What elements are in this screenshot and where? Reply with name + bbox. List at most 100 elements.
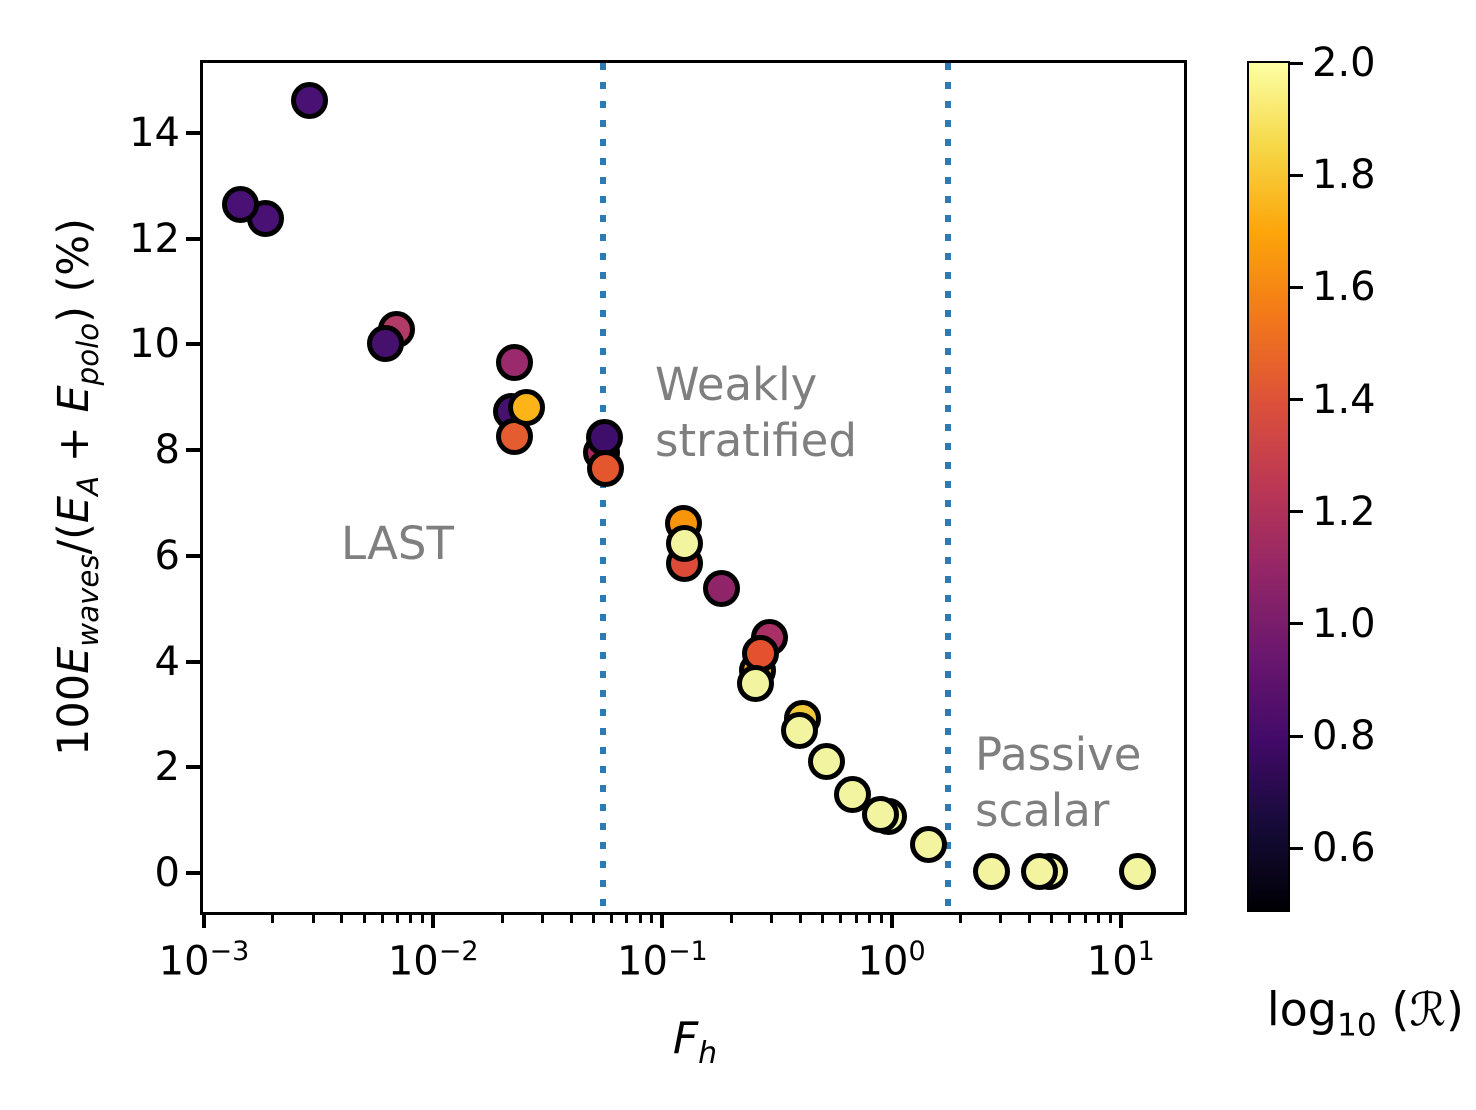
x-axis-minor-tick — [729, 915, 733, 923]
x-axis-tick-label: 10−2 — [387, 936, 479, 985]
x-axis-minor-tick — [1068, 915, 1072, 923]
scatter-point — [807, 743, 845, 781]
x-axis-minor-tick — [821, 915, 825, 923]
x-axis-minor-tick — [650, 915, 654, 923]
scatter-point — [367, 325, 405, 363]
colorbar-tick-label: 2.0 — [1312, 40, 1376, 86]
x-axis-tick-label: 10−3 — [158, 936, 250, 985]
x-axis-minor-tick — [1050, 915, 1054, 923]
scatter-point — [736, 665, 774, 703]
region-label: Passive scalar — [975, 727, 1141, 839]
colorbar-tick — [1290, 846, 1303, 850]
y-axis-tick-label: 6 — [154, 532, 180, 579]
region-label-line: Passive — [975, 728, 1142, 781]
x-axis-minor-tick — [959, 915, 963, 923]
x-axis-minor-tick — [311, 915, 315, 923]
y-axis-tick — [186, 871, 201, 875]
x-axis-minor-tick — [409, 915, 413, 923]
colorbar-tick-label: 1.2 — [1312, 488, 1376, 535]
x-axis-minor-tick — [867, 915, 871, 923]
x-axis-minor-tick — [770, 915, 774, 923]
x-axis-tick-label: 10−1 — [617, 936, 708, 985]
scatter-point — [507, 389, 545, 427]
colorbar-tick — [1290, 510, 1303, 514]
scatter-point — [909, 826, 947, 864]
y-axis-tick-label: 4 — [154, 638, 180, 685]
scatter-point — [587, 449, 625, 487]
x-axis-minor-tick — [591, 915, 595, 923]
y-axis-tick — [186, 765, 201, 770]
colorbar-tick — [1290, 398, 1303, 402]
x-axis-minor-tick — [625, 915, 629, 923]
colorbar-tick — [1290, 61, 1303, 65]
x-axis-minor-tick — [362, 915, 366, 923]
scatter-point — [780, 712, 818, 750]
x-axis-minor-tick — [638, 915, 642, 923]
x-axis-minor-tick — [541, 915, 545, 923]
scatter-point — [291, 81, 329, 119]
y-axis-label: 100Ewaves/(EA + Epolo) (%) — [49, 218, 105, 756]
x-axis-minor-tick — [610, 915, 614, 923]
y-axis-tick-label: 10 — [129, 321, 180, 368]
x-axis-minor-tick — [999, 915, 1003, 923]
x-axis-minor-tick — [1083, 915, 1087, 923]
x-axis-tick-label: 100 — [857, 936, 926, 985]
x-axis-minor-tick — [879, 915, 883, 923]
regime-boundary-line — [944, 63, 951, 912]
colorbar-tick-label: 0.6 — [1312, 825, 1376, 872]
region-label: Weakly stratified — [655, 357, 857, 469]
region-label-line: LAST — [341, 517, 454, 570]
x-axis-minor-tick — [340, 915, 344, 923]
x-axis-minor-tick — [271, 915, 275, 923]
colorbar-tick-label: 0.8 — [1312, 713, 1376, 760]
scatter-point — [1119, 853, 1157, 891]
colorbar — [1247, 61, 1290, 912]
x-axis-minor-tick — [854, 915, 858, 923]
colorbar-tick-label: 1.6 — [1312, 264, 1376, 311]
x-axis-label: Fh — [672, 1013, 718, 1071]
plot-area — [200, 60, 1187, 915]
scatter-point — [665, 524, 703, 562]
x-axis-major-tick — [1118, 915, 1123, 928]
x-axis-minor-tick — [380, 915, 384, 923]
colorbar-tick — [1290, 622, 1303, 626]
scatter-point — [972, 853, 1010, 891]
x-axis-minor-tick — [798, 915, 802, 923]
y-axis-tick — [186, 553, 201, 558]
x-axis-major-tick — [889, 915, 894, 928]
region-label-line: Weakly — [655, 358, 818, 411]
x-axis-minor-tick — [1028, 915, 1032, 923]
x-axis-minor-tick — [500, 915, 504, 923]
scatter-point — [1021, 853, 1059, 891]
colorbar-tick-label: 1.4 — [1312, 376, 1376, 423]
scatter-point — [861, 796, 899, 834]
y-axis-tick-label: 8 — [154, 427, 180, 474]
x-axis-major-tick — [431, 915, 436, 928]
scatter-point — [496, 344, 534, 382]
x-axis-tick-label: 101 — [1086, 936, 1155, 985]
colorbar-tick — [1290, 285, 1303, 289]
colorbar-tick — [1290, 734, 1303, 738]
x-axis-major-tick — [202, 915, 206, 928]
x-axis-minor-tick — [839, 915, 843, 923]
region-label-line: scalar — [975, 784, 1110, 837]
y-axis-tick-label: 14 — [129, 109, 180, 156]
x-axis-minor-tick — [421, 915, 425, 923]
y-axis-tick — [186, 130, 201, 135]
x-axis-minor-tick — [1108, 915, 1112, 923]
y-axis-tick — [186, 236, 201, 241]
y-axis-tick-label: 0 — [154, 850, 180, 896]
x-axis-minor-tick — [1097, 915, 1101, 923]
y-axis-tick — [186, 659, 201, 664]
colorbar-tick-label: 1.0 — [1312, 600, 1376, 647]
y-axis-tick — [186, 448, 201, 453]
colorbar-label: log10 (ℛ) — [1266, 982, 1464, 1044]
scatter-point — [222, 186, 260, 224]
y-axis-tick-label: 2 — [154, 744, 180, 791]
colorbar-tick — [1290, 173, 1303, 177]
region-label: LAST — [341, 516, 454, 572]
regime-boundary-line — [600, 63, 607, 912]
y-axis-tick — [186, 342, 201, 347]
x-axis-minor-tick — [396, 915, 400, 923]
